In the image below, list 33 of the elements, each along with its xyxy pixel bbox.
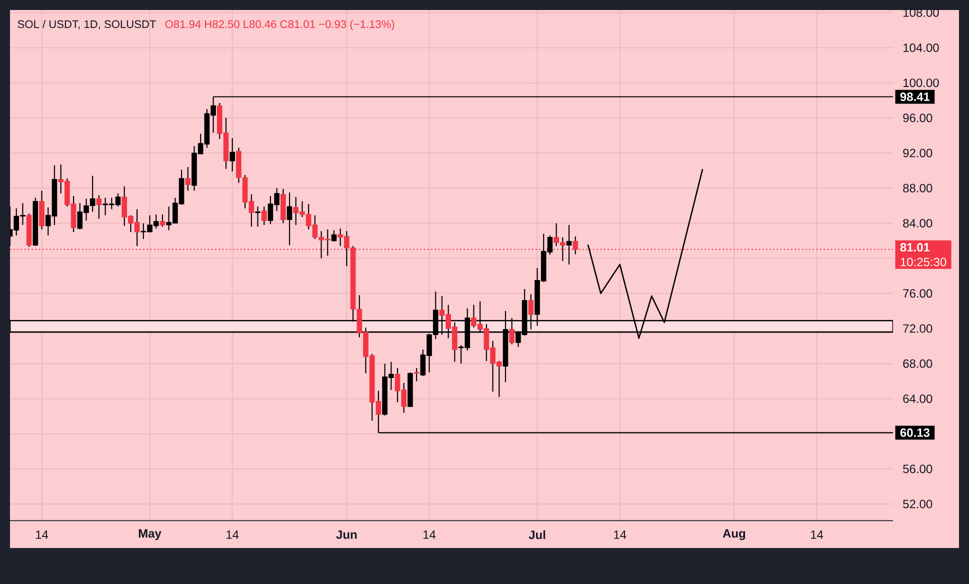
y-tick-label: 76.00 [903, 289, 932, 298]
candlestick [566, 224, 572, 265]
y-tick-label: 64.00 [903, 394, 932, 403]
ref-line-label: 98.41 [900, 92, 930, 102]
candlestick [286, 192, 292, 246]
text: SOL / USDT, 1D, SOLUSDT [18, 20, 156, 30]
y-tick-label: 52.00 [903, 500, 932, 508]
x-tick-label: May [138, 529, 162, 540]
text: O81.94 H82.50 L80.46 C81.01 −0.93 (−1.13%) [165, 20, 394, 30]
y-tick-label: 96.00 [903, 114, 932, 122]
y-tick-label: 92.00 [903, 148, 932, 158]
x-tick-label: 14 [811, 530, 824, 539]
candlestick [255, 206, 260, 228]
x-tick-label: Jul [528, 530, 546, 540]
ref-line-label: 60.13 [900, 428, 930, 437]
y-tick-label: 104.00 [904, 43, 939, 52]
candlestick [331, 230, 337, 242]
x-tick-label: 14 [226, 530, 239, 539]
y-tick-label: 100.00 [904, 78, 939, 88]
ref-line-label: 81.01 [900, 243, 930, 252]
y-tick-label: 72.00 [903, 324, 932, 333]
y-tick-label: 108.00 [904, 8, 939, 17]
candlestick [230, 138, 235, 172]
x-tick-label: 14 [424, 530, 436, 539]
y-tick-label: 56.00 [903, 464, 932, 474]
x-tick-label: Aug [722, 529, 746, 540]
x-tick-label: 14 [36, 530, 48, 539]
y-tick-label: 68.00 [903, 359, 932, 368]
text: 10:25:30 [900, 258, 946, 266]
y-tick-label: 88.00 [903, 184, 932, 192]
x-tick-label: 14 [614, 530, 626, 539]
y-tick-label: 84.00 [903, 218, 932, 228]
x-tick-label: Jun [336, 530, 357, 539]
